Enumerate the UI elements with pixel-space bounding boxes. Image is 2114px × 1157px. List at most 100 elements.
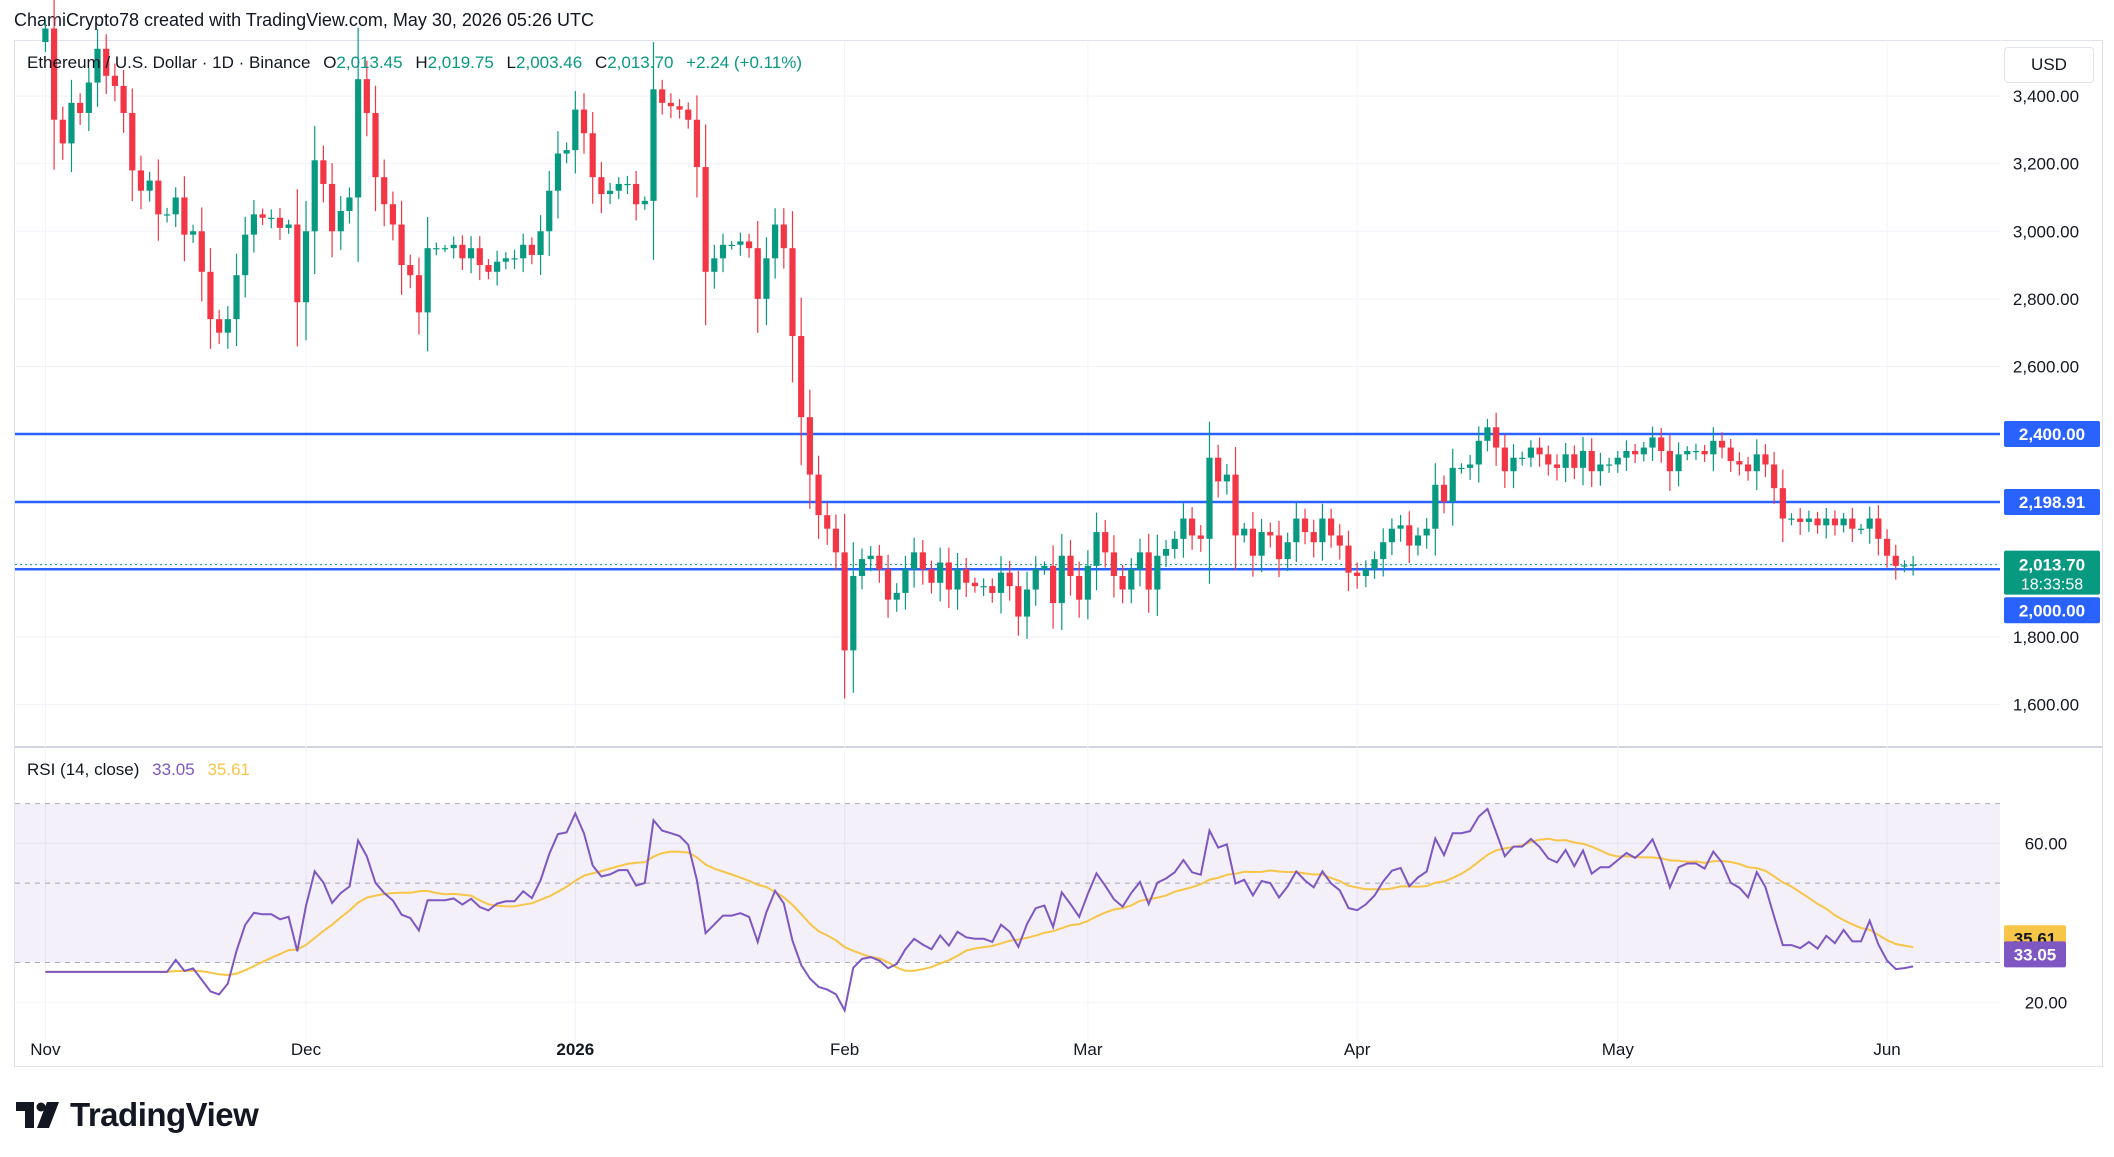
price-tick-label: 3,200.00: [2013, 155, 2079, 174]
candle-body: [528, 244, 535, 255]
candle-body: [146, 180, 153, 191]
candle-body: [884, 569, 892, 600]
candle-body: [1753, 454, 1760, 472]
candle-body: [520, 244, 527, 259]
candle-body: [850, 576, 857, 651]
last-price-badge: [2004, 550, 2100, 595]
candle-body: [1058, 555, 1065, 604]
candle-body: [1197, 535, 1204, 539]
candle-body: [1779, 488, 1786, 519]
candle-body: [876, 555, 883, 570]
candle-body: [268, 217, 275, 219]
candle-body: [328, 183, 336, 232]
rsi-legend: RSI (14, close) 33.05 35.61: [27, 760, 250, 780]
candle-body: [711, 258, 718, 272]
candle-body: [1102, 532, 1109, 553]
candle-body: [867, 555, 874, 560]
level-badge: [2004, 489, 2100, 516]
currency-button[interactable]: USD: [2004, 47, 2094, 83]
candle-body: [693, 119, 701, 168]
candle-body: [407, 265, 414, 276]
candle-body: [163, 214, 171, 216]
candle-body: [1076, 576, 1083, 600]
candle-body: [372, 112, 379, 178]
level-badge: [2004, 597, 2100, 624]
candle-body: [1553, 464, 1561, 468]
candle-body: [1136, 552, 1144, 570]
candle-body: [1579, 450, 1587, 468]
candle-body: [1718, 440, 1726, 448]
rsi-value: 33.05: [152, 760, 195, 779]
candle-body: [224, 319, 231, 333]
low-value: 2,003.46: [516, 53, 583, 72]
tradingview-logo[interactable]: TradingView: [16, 1096, 259, 1134]
candle-body: [1527, 447, 1534, 458]
candle-body: [780, 224, 787, 249]
rsi-badge-label: 33.05: [2014, 945, 2057, 964]
candle-body: [259, 214, 266, 218]
candle-body: [563, 150, 570, 154]
candle-body: [1023, 589, 1031, 617]
time-axis-label: 2026: [556, 1040, 594, 1059]
candle-body: [337, 210, 344, 232]
candle-body: [1189, 518, 1196, 536]
candle-body: [441, 248, 449, 250]
countdown-label: 18:33:58: [2021, 577, 2083, 594]
candle-body: [1241, 528, 1248, 536]
candle-body: [719, 244, 727, 259]
last-price-label: 2,013.70: [2019, 556, 2085, 575]
candle-body: [702, 167, 709, 272]
candle-body: [650, 89, 657, 201]
candle-body: [1041, 565, 1048, 570]
rsi-title[interactable]: RSI (14, close): [27, 760, 140, 779]
time-axis-label: Apr: [1344, 1040, 1371, 1059]
candle-body: [424, 248, 431, 313]
candle-body: [1797, 518, 1804, 522]
candle-body: [42, 28, 49, 42]
candle-body: [676, 106, 683, 110]
candle-body: [59, 119, 66, 144]
candle-body: [937, 562, 944, 583]
candle-body: [1536, 447, 1543, 455]
candle-body: [1840, 518, 1847, 526]
candle-body: [1805, 518, 1812, 522]
time-axis-label: May: [1602, 1040, 1635, 1059]
candle-body: [1354, 572, 1361, 577]
candle-body: [1744, 464, 1752, 472]
candle-body: [763, 258, 770, 299]
symbol-title[interactable]: Ethereum / U.S. Dollar · 1D · Binance: [27, 53, 311, 72]
candle-body: [1215, 457, 1222, 482]
candle-body: [1831, 518, 1839, 526]
candle-body: [276, 217, 284, 228]
candle-body: [85, 82, 92, 113]
candle-body: [1015, 586, 1022, 617]
candle-body: [772, 224, 779, 259]
candle-body: [1275, 535, 1283, 560]
candle-body: [1684, 450, 1691, 455]
candle-body: [1892, 555, 1899, 566]
candle-body: [1614, 457, 1621, 465]
candle-body: [1814, 518, 1821, 526]
candle-body: [1284, 542, 1291, 560]
chart-canvas[interactable]: 3,400.00 3,200.00 3,000.00 2,800.00 2,600.00…: [0, 0, 2114, 1080]
candle-body: [181, 197, 188, 235]
candle-body: [1050, 565, 1057, 604]
horizontal-levels[interactable]: [15, 432, 2000, 571]
candle-body: [824, 515, 831, 529]
candle-body: [963, 569, 970, 583]
candle-body: [1849, 518, 1856, 529]
rsi-line: [45, 807, 1914, 1014]
candle-body: [1866, 518, 1873, 529]
candle-body: [641, 200, 648, 205]
candle-body: [137, 170, 145, 191]
candle-body: [1510, 457, 1517, 472]
candle-body: [598, 177, 605, 195]
candle-body: [1249, 528, 1257, 556]
candle-body: [302, 231, 310, 303]
candle-body: [1910, 564, 1917, 566]
candle-body: [1623, 450, 1630, 458]
close-label: C: [594, 53, 608, 72]
candle-body: [233, 275, 240, 320]
open-value: 2,013.45: [336, 53, 403, 72]
candle-body: [467, 248, 475, 259]
